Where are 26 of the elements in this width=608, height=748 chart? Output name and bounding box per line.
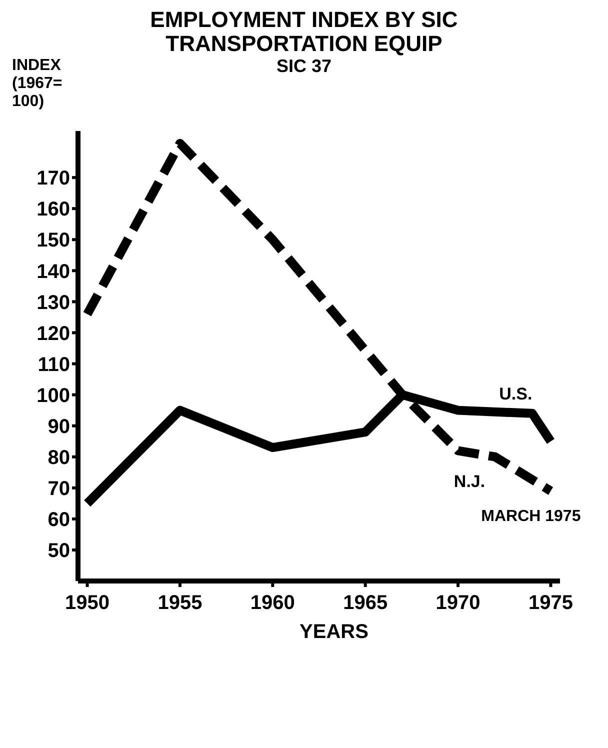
y-tick-label: 150	[36, 230, 70, 252]
x-tick-label: 1965	[343, 592, 388, 614]
y-tick-label: 90	[48, 416, 70, 438]
x-tick-label: 1955	[158, 592, 202, 614]
x-tick-label: 1950	[65, 592, 110, 614]
y-tick-label: 110	[38, 354, 70, 376]
x-tick-label: 1970	[436, 592, 480, 614]
y-tick-label: 140	[36, 260, 70, 283]
y-axis-title: INDEX (1967= 100)	[12, 57, 64, 111]
annotation: MARCH 1975	[481, 508, 581, 525]
y-tick-label: 60	[48, 509, 70, 532]
chart-title: EMPLOYMENT INDEX BY SIC TRANSPORTATION EQUIP	[149, 7, 459, 56]
y-tick-label: 120	[36, 322, 70, 345]
series-label: U.S.	[499, 384, 532, 404]
series-label: N.J.	[454, 472, 486, 491]
y-tick-label: 70	[48, 478, 70, 500]
x-tick-label: 1960	[250, 592, 295, 614]
y-tick-label: 130	[36, 292, 70, 314]
x-axis-title: YEARS	[298, 621, 370, 644]
x-tick-label: 1975	[528, 592, 573, 614]
y-tick-label: 160	[36, 198, 70, 221]
y-tick-label: 100	[36, 384, 70, 407]
y-tick-label: 170	[36, 168, 70, 190]
y-tick-label: 50	[48, 540, 70, 562]
y-tick-label: 80	[48, 446, 70, 469]
chart-subtitle: SIC 37	[276, 56, 332, 76]
